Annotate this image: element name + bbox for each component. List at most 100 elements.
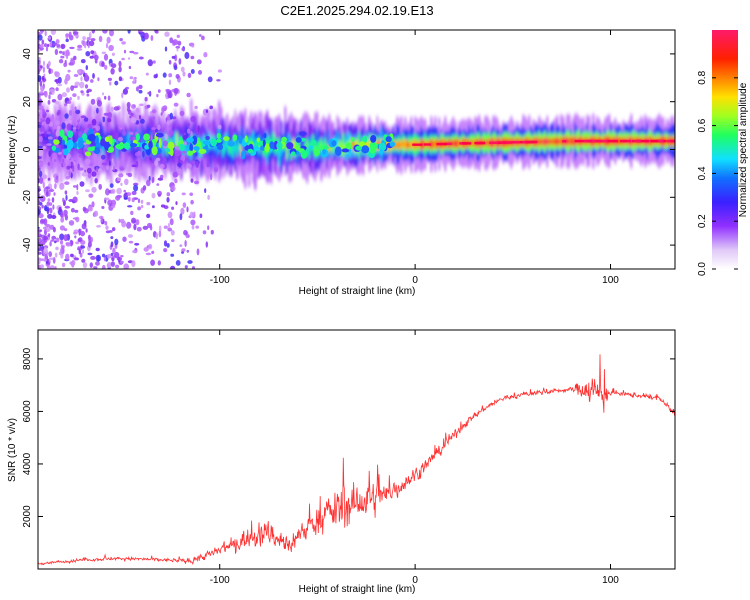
band-blob [309, 145, 314, 150]
speckle-dot [38, 135, 43, 143]
speckle-dot [55, 39, 60, 44]
speckle-dot [45, 191, 49, 197]
speckle-dot [123, 189, 126, 193]
colorbar-tick-label: 0.4 [697, 166, 708, 180]
speckle-dot [166, 197, 170, 203]
speckle-dot [217, 124, 222, 130]
speckle-dot [117, 136, 123, 142]
speckle-dot [59, 239, 64, 245]
speckle-dot [164, 46, 168, 52]
speckle-dot [127, 196, 131, 202]
speckle-dot [75, 241, 80, 245]
band-cell [318, 141, 321, 156]
speckle-dot [65, 52, 69, 60]
band-cell [272, 132, 275, 150]
speckle-dot [195, 152, 198, 157]
speckle-dot [65, 242, 72, 247]
speckle-dot [47, 213, 53, 219]
speckle-dot [156, 183, 160, 186]
band-cell [548, 138, 551, 145]
speckle-dot [69, 96, 72, 101]
speckle-dot [38, 231, 41, 236]
band-cell [160, 132, 163, 164]
speckle-dot [164, 133, 168, 140]
speckle-dot [184, 265, 188, 269]
band-peak [574, 139, 580, 143]
speckle-dot [91, 30, 96, 34]
band-cell [408, 141, 411, 149]
speckle-dot [40, 85, 45, 92]
speckle-dot [64, 190, 68, 195]
band-cell [162, 129, 165, 149]
speckle-dot [127, 30, 131, 34]
speckle-dot [66, 87, 70, 93]
speckle-dot [38, 124, 42, 128]
band-cell [396, 142, 399, 149]
speckle-dot [129, 115, 132, 119]
speckle-dot [70, 161, 74, 167]
speckle-dot [135, 107, 140, 113]
speckle-dot [80, 90, 84, 94]
band-cell [232, 139, 235, 158]
speckle-dot [191, 160, 196, 165]
speckle-dot [54, 183, 57, 190]
speckle-dot [114, 251, 120, 259]
speckle-dot [63, 228, 68, 232]
speckle-dot [163, 157, 167, 165]
speckle-dot [199, 213, 203, 219]
speckle-dot [127, 205, 133, 208]
band-cell [342, 142, 345, 153]
snr-frame [37, 329, 676, 570]
speckle-dot [96, 225, 101, 228]
band-cell [140, 130, 143, 146]
speckle-dot [134, 79, 137, 83]
speckle-dot [137, 198, 141, 204]
band-blob [87, 146, 95, 152]
band-peak [436, 142, 448, 146]
speckle-dot [59, 50, 63, 54]
speckle-dot [207, 225, 210, 230]
band-cell [100, 121, 103, 151]
speckle-dot [191, 225, 195, 230]
speckle-dot [49, 202, 53, 206]
band-cell [58, 129, 61, 162]
speckle-dot [118, 76, 122, 82]
speckle-dot [109, 183, 114, 188]
speckle-dot [38, 170, 43, 178]
band-blob [369, 144, 376, 154]
speckle-dot [138, 56, 144, 60]
speckle-dot [79, 252, 83, 258]
speckle-dot [64, 78, 68, 85]
band-blob [108, 146, 114, 153]
speckle-dot [129, 50, 135, 54]
band-blob [167, 141, 175, 150]
speckle-dot [93, 153, 97, 159]
band-cell [278, 137, 281, 167]
speckle-dot [90, 38, 96, 42]
band-peak [525, 140, 535, 144]
speckle-dot [126, 101, 131, 109]
speckle-dot [85, 189, 90, 193]
speckle-dot [80, 76, 83, 82]
speckle-dot [172, 171, 178, 178]
speckle-dot [55, 129, 61, 137]
speckle-dot [180, 66, 185, 73]
speckle-dot [149, 157, 152, 161]
speckle-dot [70, 58, 75, 66]
speckle-dot [142, 185, 147, 191]
speckle-dot [49, 40, 53, 48]
speckle-dot [170, 230, 175, 236]
band-peak [633, 139, 642, 143]
band-peak [578, 139, 586, 143]
speckle-dot [128, 65, 132, 70]
speckle-dot [151, 127, 156, 131]
band-cell [244, 141, 247, 164]
speckle-dot [38, 161, 44, 168]
band-cell [328, 143, 331, 152]
band-cell [470, 140, 473, 146]
band-blob [378, 142, 387, 152]
spectrogram-xlabel: Height of straight line (km) [299, 286, 416, 297]
speckle-dot [63, 234, 68, 242]
speckle-dot [109, 81, 112, 86]
band-blob [216, 132, 221, 140]
